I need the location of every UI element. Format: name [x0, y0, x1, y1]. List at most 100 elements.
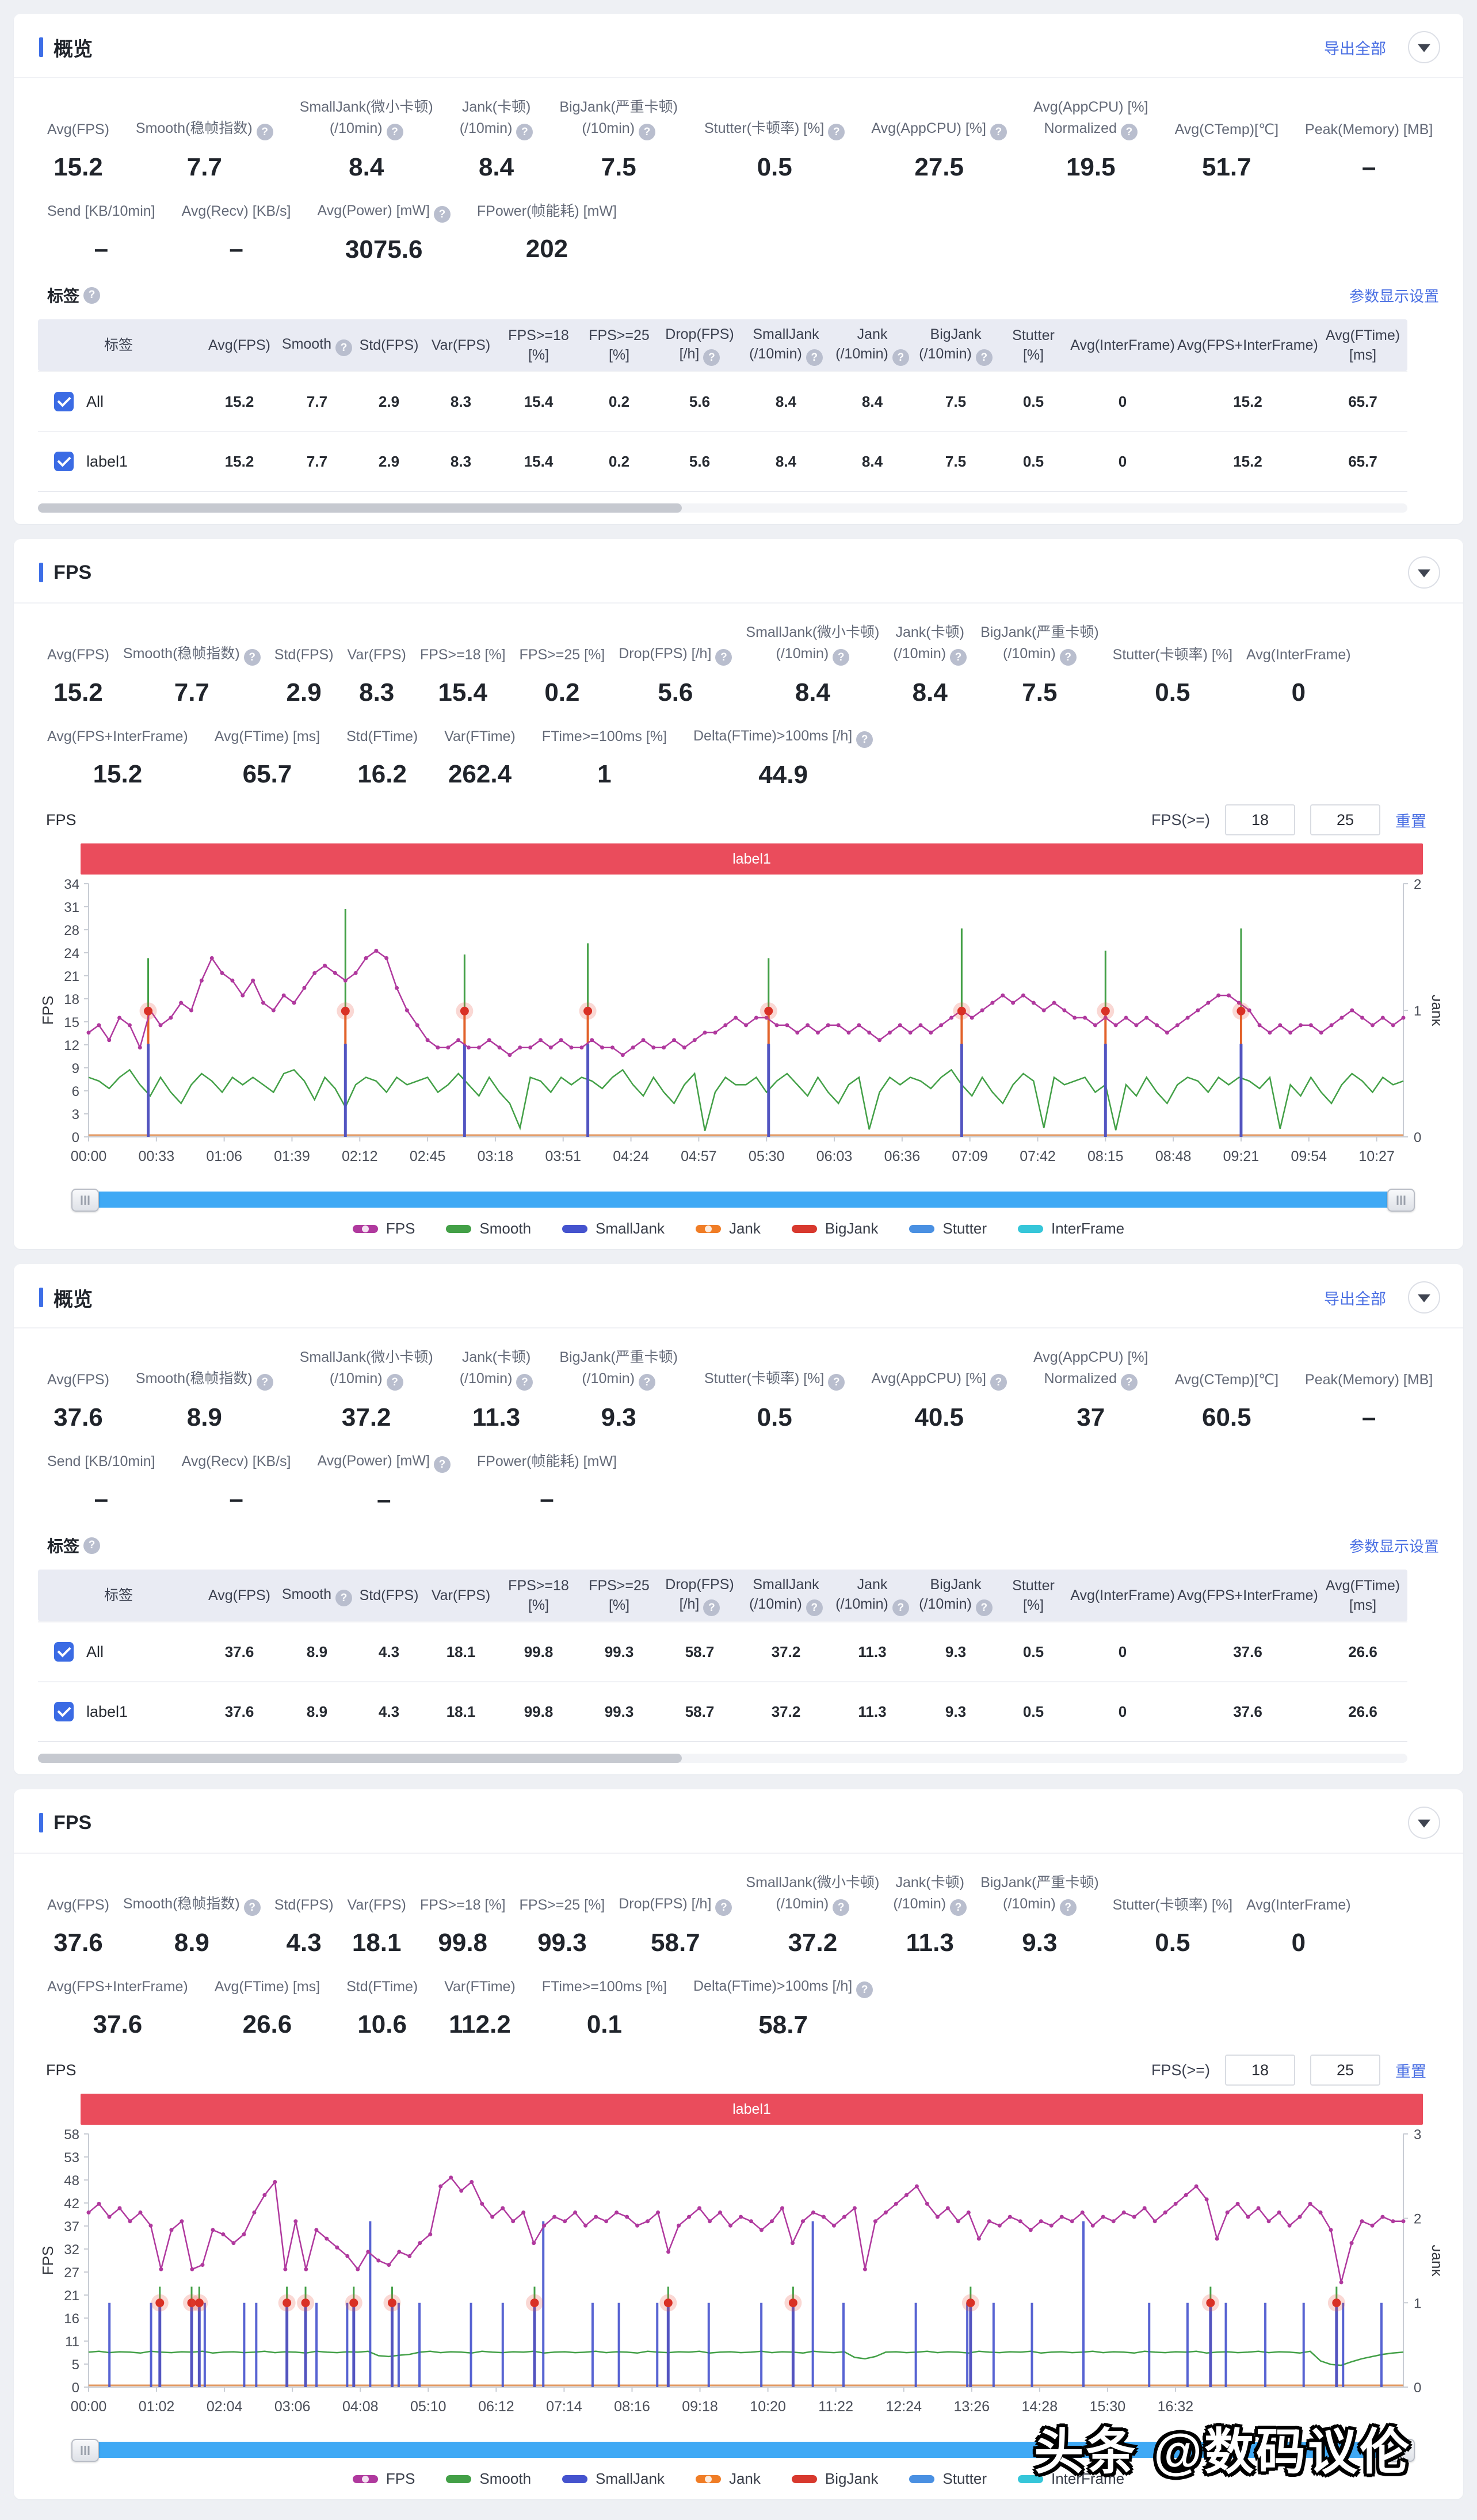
metric-label: Peak(Memory) [MB]: [1305, 121, 1433, 138]
legend-item-smooth[interactable]: Smooth: [446, 1220, 531, 1238]
metric-value: –: [1361, 153, 1376, 181]
scroll-grip-left[interactable]: [71, 1189, 99, 1212]
legend-item-stutter[interactable]: Stutter: [909, 1220, 987, 1238]
fps-metrics-row2: Avg(FPS+InterFrame) 15.2 Avg(FTime) [ms] 65…: [14, 726, 1463, 789]
help-icon[interactable]: ?: [335, 1590, 353, 1607]
help-icon[interactable]: ?: [386, 124, 403, 140]
help-icon[interactable]: ?: [950, 1899, 967, 1916]
svg-text:07:14: 07:14: [546, 2399, 582, 2415]
svg-text:08:15: 08:15: [1087, 1148, 1124, 1164]
legend-item-jank[interactable]: Jank: [695, 2470, 761, 2488]
svg-text:09:54: 09:54: [1291, 1148, 1327, 1164]
param-settings-link[interactable]: 参数显示设置: [1349, 1537, 1439, 1555]
scroll-grip-left[interactable]: [71, 2439, 99, 2462]
help-icon[interactable]: ?: [828, 1374, 845, 1391]
help-icon[interactable]: ?: [990, 1374, 1007, 1391]
collapse-button[interactable]: [1408, 556, 1440, 589]
label-band-text: label1: [732, 2101, 771, 2117]
help-icon[interactable]: ?: [516, 1374, 533, 1391]
chart-horizontal-scrollbar[interactable]: [71, 1189, 1415, 1212]
panel-title: FPS: [54, 561, 92, 583]
help-icon[interactable]: ?: [256, 1374, 273, 1391]
help-icon[interactable]: ?: [243, 649, 261, 666]
help-icon[interactable]: ?: [892, 1599, 909, 1617]
help-icon[interactable]: ?: [856, 731, 873, 748]
help-icon[interactable]: ?: [703, 349, 720, 366]
help-icon[interactable]: ?: [1120, 124, 1138, 140]
svg-text:1: 1: [1414, 2296, 1421, 2311]
label-band-text: label1: [732, 850, 771, 867]
legend-item-bigjank[interactable]: BigJank: [791, 2470, 878, 2488]
param-settings-link[interactable]: 参数显示设置: [1349, 287, 1439, 305]
row-checkbox[interactable]: [54, 1642, 74, 1662]
chart-title: FPS: [46, 811, 77, 828]
help-icon[interactable]: ?: [806, 1599, 823, 1617]
legend-item-stutter[interactable]: Stutter: [909, 2470, 987, 2488]
table-horizontal-scrollbar[interactable]: [38, 1754, 1407, 1763]
help-icon[interactable]: ?: [833, 1899, 850, 1916]
fps-threshold-input-1[interactable]: 18: [1225, 2055, 1295, 2086]
help-icon[interactable]: ?: [828, 124, 845, 140]
row-checkbox[interactable]: [54, 452, 74, 471]
help-icon[interactable]: ?: [1059, 649, 1077, 666]
metric-label: FPS>=25 [%]: [519, 647, 605, 663]
svg-text:28: 28: [64, 923, 79, 938]
help-icon[interactable]: ?: [715, 649, 732, 666]
help-icon[interactable]: ?: [892, 349, 909, 366]
help-icon[interactable]: ?: [433, 206, 451, 223]
help-icon[interactable]: ?: [83, 287, 101, 304]
help-icon[interactable]: ?: [433, 1456, 451, 1473]
help-icon[interactable]: ?: [1059, 1899, 1077, 1916]
help-icon[interactable]: ?: [990, 124, 1007, 140]
help-icon[interactable]: ?: [975, 349, 993, 366]
reset-link[interactable]: 重置: [1395, 812, 1426, 830]
legend-item-fps[interactable]: FPS: [352, 2470, 415, 2488]
tags-header: 标签 ? 参数显示设置: [14, 284, 1463, 307]
help-icon[interactable]: ?: [386, 1374, 403, 1391]
fps-metrics-row2: Avg(FPS+InterFrame) 37.6 Avg(FTime) [ms] 26…: [14, 1976, 1463, 2040]
scroll-grip-right[interactable]: [1387, 2439, 1415, 2462]
collapse-button[interactable]: [1408, 1281, 1440, 1314]
legend-item-smooth[interactable]: Smooth: [446, 2470, 531, 2488]
row-checkbox[interactable]: [54, 1702, 74, 1721]
help-icon[interactable]: ?: [335, 339, 353, 357]
legend-item-interframe[interactable]: InterFrame: [1017, 1220, 1124, 1238]
legend-item-fps[interactable]: FPS: [352, 1220, 415, 1238]
legend-item-smalljank[interactable]: SmallJank: [562, 2470, 665, 2488]
help-icon[interactable]: ?: [975, 1599, 993, 1617]
fps-threshold-input-2[interactable]: 25: [1310, 2055, 1380, 2086]
legend-item-interframe[interactable]: InterFrame: [1017, 2470, 1124, 2488]
fps-threshold-input-1[interactable]: 18: [1225, 804, 1295, 835]
export-all-link[interactable]: 导出全部: [1324, 40, 1386, 58]
legend-item-jank[interactable]: Jank: [695, 1220, 761, 1238]
metric-label: Avg(InterFrame): [1246, 1897, 1351, 1913]
collapse-button[interactable]: [1408, 1807, 1440, 1839]
help-icon[interactable]: ?: [256, 124, 273, 140]
row-checkbox[interactable]: [54, 392, 74, 411]
help-icon[interactable]: ?: [806, 349, 823, 366]
table-horizontal-scrollbar[interactable]: [38, 503, 1407, 513]
help-icon[interactable]: ?: [950, 649, 967, 666]
svg-text:31: 31: [64, 900, 79, 915]
metric-value: 8.4: [912, 678, 948, 707]
reset-link[interactable]: 重置: [1395, 2063, 1426, 2080]
help-icon[interactable]: ?: [516, 124, 533, 140]
help-icon[interactable]: ?: [83, 1537, 101, 1554]
help-icon[interactable]: ?: [856, 1981, 873, 1998]
help-icon[interactable]: ?: [703, 1599, 720, 1617]
help-icon[interactable]: ?: [243, 1899, 261, 1916]
help-icon[interactable]: ?: [833, 649, 850, 666]
help-icon[interactable]: ?: [1120, 1374, 1138, 1391]
collapse-button[interactable]: [1408, 31, 1440, 63]
help-icon[interactable]: ?: [715, 1899, 732, 1916]
help-icon[interactable]: ?: [639, 1374, 656, 1391]
legend-item-bigjank[interactable]: BigJank: [791, 1220, 878, 1238]
help-icon[interactable]: ?: [639, 124, 656, 140]
legend-item-smalljank[interactable]: SmallJank: [562, 1220, 665, 1238]
fps-threshold-input-2[interactable]: 25: [1310, 804, 1380, 835]
export-all-link[interactable]: 导出全部: [1324, 1290, 1386, 1308]
scroll-grip-right[interactable]: [1387, 1189, 1415, 1212]
chart-horizontal-scrollbar[interactable]: [71, 2439, 1415, 2462]
